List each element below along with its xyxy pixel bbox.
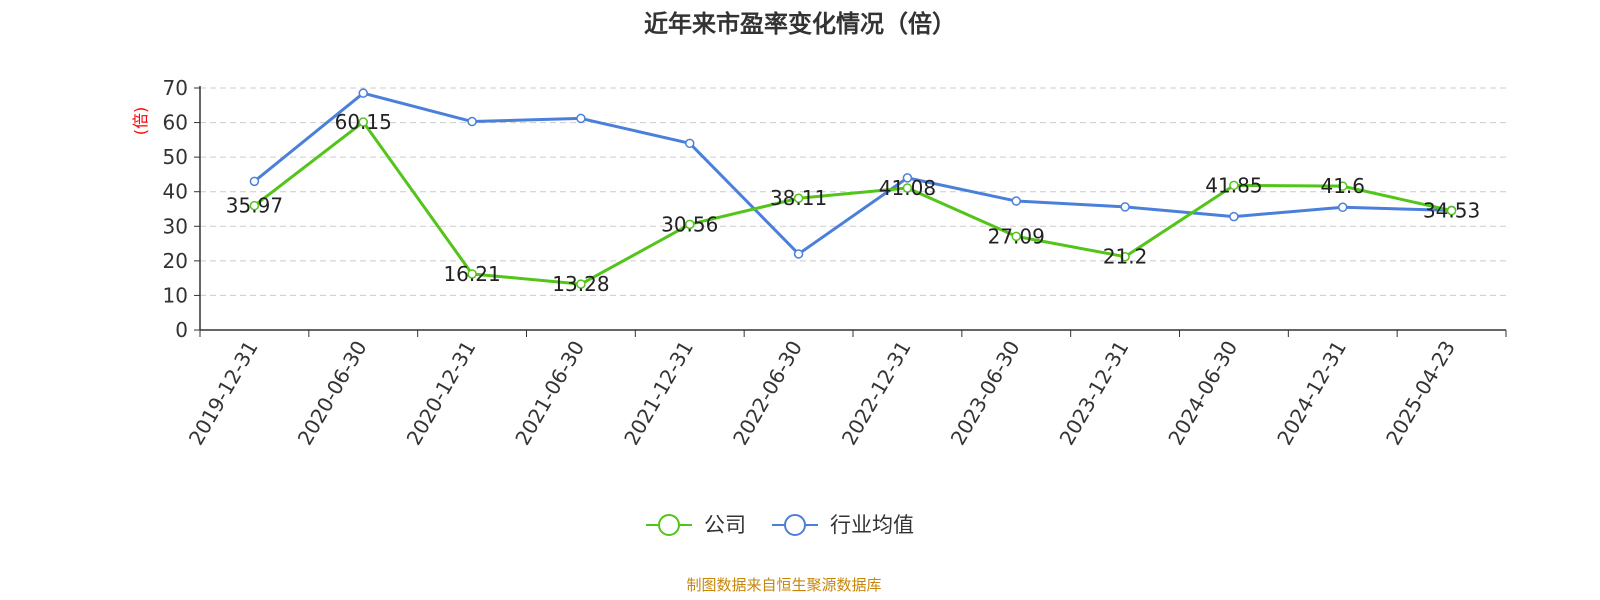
data-label: 16.21	[443, 262, 500, 286]
x-tick-label: 2020-12-31	[402, 337, 481, 450]
data-label: 41.08	[879, 176, 936, 200]
x-tick-label: 2025-04-23	[1381, 337, 1460, 450]
data-labels: 35.97 60.15 16.21 13.28 30.56 38.11 41.08 27.09…	[226, 110, 1480, 296]
series-lines	[249, 88, 1457, 289]
legend-item[interactable]: 公司	[646, 513, 746, 537]
series-line	[253, 120, 1452, 286]
data-point[interactable]	[793, 249, 804, 259]
y-tick-label: 0	[175, 318, 188, 342]
data-point[interactable]	[902, 183, 913, 193]
data-point[interactable]	[1338, 202, 1348, 213]
data-point[interactable]	[467, 116, 477, 127]
x-tick-label: 2024-12-31	[1272, 337, 1351, 450]
data-label: 41.6	[1320, 174, 1365, 198]
x-tick-label: 2022-06-30	[728, 337, 807, 450]
legend-label: 公司	[704, 513, 746, 537]
x-tick-label: 2023-12-31	[1055, 337, 1134, 450]
x-tick-label: 2023-06-30	[946, 337, 1025, 450]
data-point[interactable]	[1011, 231, 1021, 242]
x-tick-label: 2022-12-31	[837, 337, 916, 450]
data-label: 21.2	[1103, 245, 1148, 269]
data-point[interactable]	[249, 176, 260, 187]
data-point[interactable]	[576, 279, 586, 289]
data-point[interactable]	[1229, 180, 1239, 191]
data-point[interactable]	[1229, 211, 1239, 222]
data-label: 27.09	[988, 224, 1045, 248]
data-label: 35.97	[226, 194, 283, 218]
data-point[interactable]	[249, 200, 260, 211]
data-point[interactable]	[902, 173, 913, 183]
x-tick-label: 2021-12-31	[619, 337, 698, 450]
data-label: 38.11	[770, 186, 827, 210]
data-label: 13.28	[552, 272, 609, 296]
y-tick-label: 20	[163, 249, 188, 273]
data-point[interactable]	[358, 88, 368, 98]
data-point[interactable]	[1338, 181, 1348, 191]
y-tick-label: 50	[163, 145, 188, 169]
legend-label: 行业均值	[830, 513, 914, 537]
y-tick-label: 60	[163, 111, 188, 135]
data-point[interactable]	[467, 269, 477, 279]
legend[interactable]: 公司 行业均值	[646, 513, 914, 537]
data-point[interactable]	[793, 193, 804, 203]
x-tick-label: 2019-12-31	[184, 337, 263, 450]
data-point[interactable]	[576, 113, 586, 124]
data-label: 41.85	[1205, 173, 1262, 197]
data-point[interactable]	[685, 138, 695, 149]
source-note: 制图数据来自恒生聚源数据库	[686, 576, 881, 594]
data-point[interactable]	[685, 219, 695, 230]
data-label: 60.15	[335, 110, 392, 134]
y-tick-label: 10	[163, 283, 188, 307]
y-tick-label: 30	[163, 214, 188, 238]
data-point[interactable]	[1120, 251, 1130, 262]
data-label: 30.56	[661, 212, 718, 236]
data-point[interactable]	[1011, 196, 1021, 206]
x-tick-label: 2024-06-30	[1163, 337, 1242, 450]
legend-marker	[658, 514, 680, 536]
x-tick-label: 2020-06-30	[293, 337, 372, 450]
x-tick-label: 2021-06-30	[510, 337, 589, 450]
data-point[interactable]	[1446, 205, 1457, 216]
data-point[interactable]	[358, 117, 368, 127]
series-line	[253, 91, 1452, 256]
chart-title: 近年来市盈率变化情况（倍）	[644, 10, 956, 38]
legend-item[interactable]: 行业均值	[772, 513, 914, 537]
y-tick-label: 40	[163, 180, 188, 204]
data-label: 34.53	[1423, 199, 1480, 223]
y-tick-label: 70	[163, 76, 188, 100]
y-axis-label: (倍)	[131, 107, 150, 136]
legend-marker	[784, 514, 806, 536]
data-point[interactable]	[1120, 202, 1130, 212]
